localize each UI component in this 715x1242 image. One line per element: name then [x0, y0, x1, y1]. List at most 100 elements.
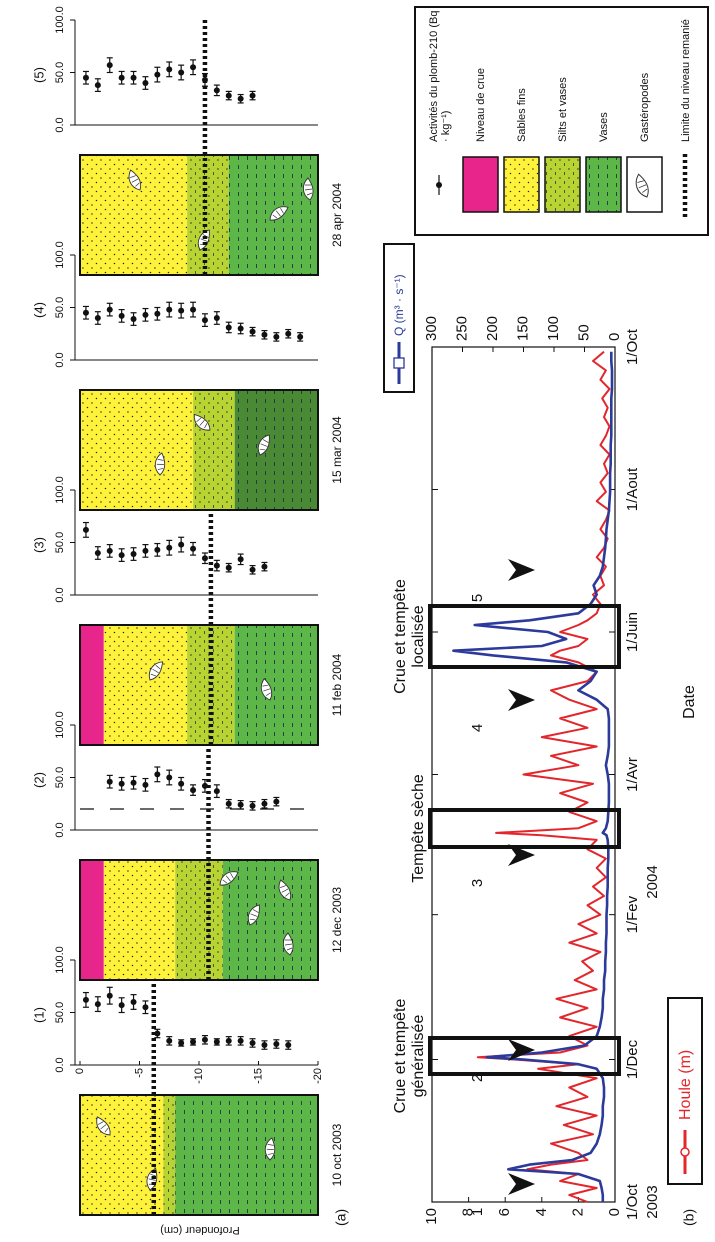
gastropod-shell — [154, 452, 166, 476]
activity-point — [166, 774, 173, 781]
x-tick-label: -5 — [133, 1068, 145, 1078]
event-arrow — [508, 689, 535, 711]
activity-point — [178, 780, 185, 787]
activity-point — [249, 802, 256, 809]
activity-point — [237, 1037, 244, 1044]
panel-label: (a) — [333, 1209, 349, 1226]
legend-label-box: Sables fins — [516, 88, 528, 142]
legend-label-box: Niveau de crue — [475, 68, 487, 142]
x-tick-label: 0 — [74, 1068, 86, 1074]
y2-tick-label: 150 — [514, 316, 531, 341]
y-tick-label: 0.0 — [54, 822, 66, 837]
activity-point — [190, 545, 197, 552]
activity-point — [190, 64, 197, 71]
core-date: 12 dec 2003 — [330, 887, 344, 953]
sediment-layer — [80, 155, 188, 275]
event-number: 4 — [469, 724, 486, 732]
gastropod — [193, 413, 211, 431]
event-number: 5 — [469, 594, 486, 602]
y2-tick-label: 200 — [484, 316, 501, 341]
core-outline — [79, 154, 319, 276]
x-tick-label: 1/Juin — [624, 612, 641, 652]
annotation-box: Crue et tempête localisée — [392, 579, 427, 694]
activity-point — [166, 66, 173, 73]
legend-swatch — [462, 156, 499, 213]
y-tick-label: 50.0 — [54, 297, 66, 318]
activity-point — [106, 306, 113, 313]
activity-point — [130, 999, 137, 1005]
gastropod-whorl — [259, 439, 269, 451]
y-tick-label: 50.0 — [54, 767, 66, 788]
x-tick-label: -15 — [252, 1068, 264, 1084]
gastropod-whorl — [272, 207, 284, 219]
sediment-layer — [80, 1095, 164, 1215]
y-tick-label: 100.0 — [54, 6, 66, 34]
event-box — [428, 1036, 621, 1076]
gastropod-shell — [128, 169, 142, 191]
activity-point — [154, 71, 161, 78]
legend-label: Q (m³ · s⁻¹) — [392, 274, 406, 336]
y-tick-label: 100.0 — [54, 946, 66, 974]
activity-point — [94, 1001, 101, 1008]
x-tick-label: 1/Fev — [624, 895, 641, 933]
legend-label: Limite du niveau remanié — [680, 19, 692, 142]
gastropod-whorl — [262, 684, 271, 696]
activity-point — [201, 782, 208, 789]
gastropod — [219, 871, 239, 886]
legend-label-box: Activités du plomb-210 (Bq · kg⁻¹) — [428, 11, 452, 142]
activity-point — [142, 1004, 149, 1011]
activity-point — [118, 74, 125, 81]
y-tick-label: 50.0 — [54, 1002, 66, 1023]
activity-point — [118, 1002, 125, 1009]
activity-point — [142, 547, 149, 554]
event-number: 3 — [469, 879, 486, 887]
gastropod-whorl — [130, 175, 140, 187]
activity-point — [273, 333, 280, 340]
gastropod — [269, 206, 289, 221]
gastropod — [260, 677, 273, 701]
activity-point — [213, 1038, 220, 1045]
gastropod-whorl — [222, 872, 234, 884]
core-date: 28 apr 2004 — [330, 183, 344, 247]
legend-label: Gastéropodes — [639, 72, 651, 142]
panel-label: (b) — [681, 1209, 697, 1226]
x-tick-label: 1/Avr — [624, 757, 641, 792]
activity-point — [225, 1037, 232, 1044]
activity-point — [213, 87, 220, 94]
activity-point — [142, 80, 149, 86]
y-tick-label: 50.0 — [54, 532, 66, 553]
gastropod — [128, 169, 142, 191]
event-arrow — [508, 559, 535, 581]
activity-point — [249, 328, 256, 335]
gastropod — [96, 1116, 111, 1136]
sediment-layer — [103, 860, 176, 980]
year-label: 2003 — [644, 1185, 661, 1218]
event-box — [428, 808, 621, 849]
gastropod — [154, 452, 166, 476]
activity-point — [190, 787, 197, 794]
x-axis-title: Date — [681, 685, 698, 719]
y-tick-label: 0.0 — [54, 587, 66, 602]
activity-point — [82, 309, 89, 316]
activity-point — [237, 556, 244, 563]
activity-point — [201, 1036, 208, 1043]
activity-point — [130, 316, 137, 323]
sediment-layer — [80, 860, 104, 980]
activity-point — [154, 546, 161, 553]
y-tick-label: 6 — [496, 1208, 513, 1216]
year-label: 2004 — [644, 865, 661, 898]
activity-point — [249, 566, 256, 573]
legend-box — [383, 243, 415, 393]
x-tick-label: -10 — [193, 1068, 205, 1084]
gastropod — [635, 173, 649, 198]
legend-label: Houle (m) — [677, 1050, 694, 1120]
legend-label: Sables fins — [516, 88, 528, 142]
sediment-layer — [193, 390, 235, 510]
activity-point — [106, 62, 113, 69]
core-date: 15 mar 2004 — [330, 416, 344, 484]
activity-point — [94, 550, 101, 556]
annotation: Crue et tempête localisée — [392, 579, 427, 694]
x-tick-label: 1/Oct — [624, 328, 641, 365]
event-arrow — [508, 844, 535, 866]
activity-point — [261, 1042, 268, 1049]
